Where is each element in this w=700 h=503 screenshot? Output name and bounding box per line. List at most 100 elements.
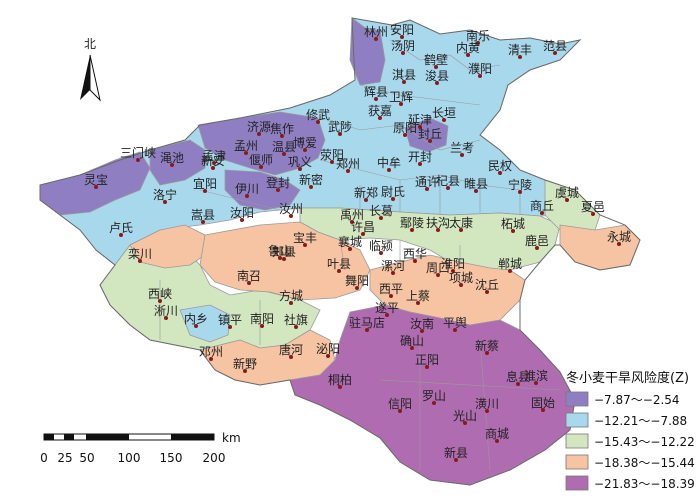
station-dot — [410, 346, 414, 350]
station-marker: 原阳 — [393, 121, 417, 137]
station-dot — [289, 355, 293, 359]
station-label: 通许 — [415, 175, 439, 189]
station-dot — [535, 246, 539, 250]
station-label: 遂平 — [375, 301, 399, 315]
station-dot — [209, 357, 213, 361]
station-dot — [259, 165, 263, 169]
station-label: 博爱 — [293, 135, 317, 150]
region-risk-2-neixiang — [179, 304, 231, 343]
station-dot — [432, 401, 436, 405]
station-marker: 淮滨 — [524, 368, 548, 385]
station-dot — [280, 134, 284, 138]
risk-regions — [39, 17, 641, 486]
station-label: 南乐 — [466, 28, 490, 43]
station-dot — [591, 212, 595, 216]
station-label: 修武 — [306, 107, 330, 122]
station-label: 清丰 — [508, 43, 532, 57]
station-dot — [163, 200, 167, 204]
legend-swatch — [565, 454, 589, 470]
station-dot — [289, 214, 293, 218]
station-label: 范县 — [543, 39, 567, 53]
station-dot — [446, 186, 450, 190]
station-label: 汝州 — [279, 202, 303, 216]
station-label: 南阳 — [250, 311, 274, 326]
station-marker: 嵩县 — [191, 208, 215, 224]
station-label: 荥阳 — [320, 148, 344, 162]
station-label: 襄城 — [338, 234, 362, 249]
station-label: 安阳 — [390, 22, 414, 37]
station-marker: 荥阳 — [320, 148, 344, 164]
station-dot — [474, 189, 478, 193]
station-marker: 鹿邑 — [525, 233, 549, 250]
station-label: 柘城 — [501, 217, 525, 231]
station-label: 鄢陵 — [400, 216, 424, 230]
station-dot — [425, 187, 429, 191]
station-dot — [338, 385, 342, 389]
station-marker: 修武 — [306, 107, 330, 124]
scale-unit: km — [222, 431, 241, 445]
station-dot — [518, 190, 522, 194]
station-label: 睢县 — [464, 177, 488, 191]
station-label: 郑州 — [336, 156, 360, 171]
station-dot — [119, 233, 123, 237]
station-marker: 唐河 — [279, 342, 303, 359]
station-dot — [516, 382, 520, 386]
station-dot — [508, 269, 512, 273]
station-label: 新密 — [299, 172, 323, 187]
station-dot — [541, 408, 545, 412]
station-marker: 范县 — [543, 39, 567, 55]
station-marker: 博爱 — [293, 135, 317, 152]
station-label: 唐河 — [279, 342, 303, 357]
station-dot — [400, 35, 404, 39]
station-label: 桐柏 — [328, 372, 352, 387]
station-label: 漯河 — [381, 259, 405, 273]
station-marker: 伊川 — [235, 182, 259, 198]
station-dot — [170, 163, 174, 167]
station-label: 宁陵 — [508, 177, 532, 192]
station-dot — [350, 220, 354, 224]
station-dot — [428, 139, 432, 143]
station-marker: 汤阴 — [391, 39, 415, 55]
station-marker: 新郑 — [354, 185, 378, 202]
station-marker: 新安 — [201, 153, 225, 170]
station-dot — [460, 153, 464, 157]
station-label: 焦作 — [270, 122, 294, 136]
station-dot — [244, 151, 248, 155]
scale-tick: 200 — [203, 451, 226, 465]
station-marker: 驻马店 — [349, 315, 385, 332]
legend-title: 冬小麦干旱风险度(Z) — [566, 370, 689, 386]
station-label: 汝阳 — [230, 206, 254, 220]
station-dot — [425, 365, 429, 369]
station-dot — [434, 65, 438, 69]
station-marker: 宝丰 — [293, 231, 317, 247]
station-marker: 邓州 — [199, 345, 223, 361]
station-marker: 淅川 — [154, 303, 178, 320]
station-marker: 郸城 — [498, 257, 522, 273]
station-label: 商城 — [485, 426, 509, 441]
station-marker: 南召 — [237, 268, 261, 285]
station-dot — [338, 132, 342, 136]
station-label: 平舆 — [443, 315, 467, 330]
station-marker: 商城 — [485, 426, 509, 443]
station-label: 杞县 — [436, 174, 460, 188]
station-dot — [391, 197, 395, 201]
station-marker: 安阳 — [390, 22, 414, 39]
station-label: 封丘 — [418, 127, 442, 141]
station-dot — [364, 198, 368, 202]
station-marker: 项城 — [449, 271, 473, 287]
station-marker: 尉氏 — [381, 184, 405, 201]
station-marker: 永城 — [607, 230, 631, 246]
station-marker: 虞城 — [555, 186, 579, 202]
station-marker: 南乐 — [466, 28, 490, 45]
station-dot — [158, 299, 162, 303]
station-marker: 郑州 — [336, 156, 360, 173]
north-label: 北 — [84, 37, 96, 51]
station-dot — [466, 53, 470, 57]
station-marker: 长葛 — [369, 204, 393, 220]
station-dot — [243, 369, 247, 373]
station-label: 巩义 — [288, 155, 312, 169]
station-dot — [385, 313, 389, 317]
station-label: 尉氏 — [381, 184, 405, 199]
